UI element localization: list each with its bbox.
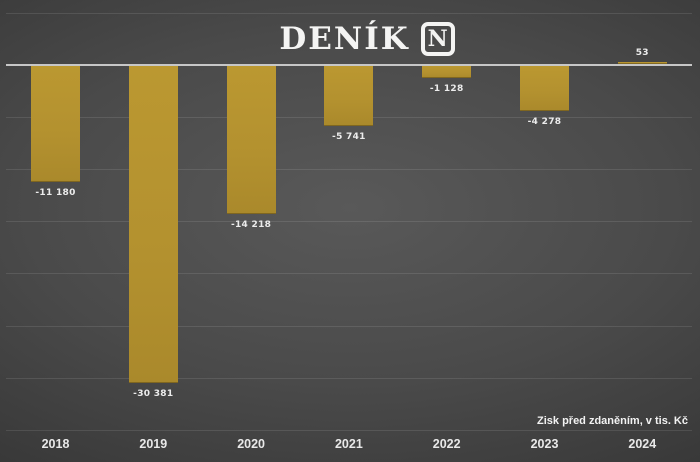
x-axis-label-2024: 2024: [628, 437, 657, 451]
x-axis-label-2019: 2019: [139, 437, 168, 451]
x-axis-label-2021: 2021: [334, 437, 363, 451]
gridline--20000: [6, 273, 692, 274]
gridline--15000: [6, 221, 692, 222]
x-axis-label-2020: 2020: [237, 437, 265, 451]
value-label-2019: -30 381: [133, 388, 174, 399]
bar-2018: [31, 66, 80, 183]
bar-2022: [422, 66, 472, 78]
bar-2023: [520, 66, 569, 111]
value-label-2018: -11 180: [35, 188, 76, 199]
zero-axis-line: [6, 64, 692, 66]
denik-n-badge-icon: N: [420, 22, 455, 56]
denik-logo-text: DENÍK: [279, 20, 410, 57]
denik-n-badge-letter: N: [427, 26, 448, 52]
value-label-2020: -14 218: [230, 220, 272, 231]
denik-logo: DENÍK N: [17, 19, 700, 59]
value-label-2023: -4 278: [527, 116, 562, 127]
x-axis-label-2023: 2023: [530, 437, 559, 451]
axis-note: Zisk před zdaněním, v tis. Kč: [537, 415, 688, 427]
gridline--25000: [6, 326, 692, 327]
value-label-2022: -1 128: [429, 83, 464, 94]
gridline--10000: [6, 169, 692, 170]
bar-2024: [617, 62, 667, 64]
gridline--35000: [6, 430, 692, 431]
bar-2020: [226, 66, 276, 215]
gridline--30000: [6, 378, 692, 379]
x-axis-label-2018: 2018: [41, 437, 70, 451]
value-label-2021: -5 741: [332, 131, 366, 142]
gridline-5000: [6, 13, 692, 14]
value-label-2024: 53: [635, 48, 649, 58]
bar-2019: [128, 66, 178, 383]
bar-2021: [324, 66, 374, 126]
x-axis-label-2022: 2022: [432, 437, 461, 451]
